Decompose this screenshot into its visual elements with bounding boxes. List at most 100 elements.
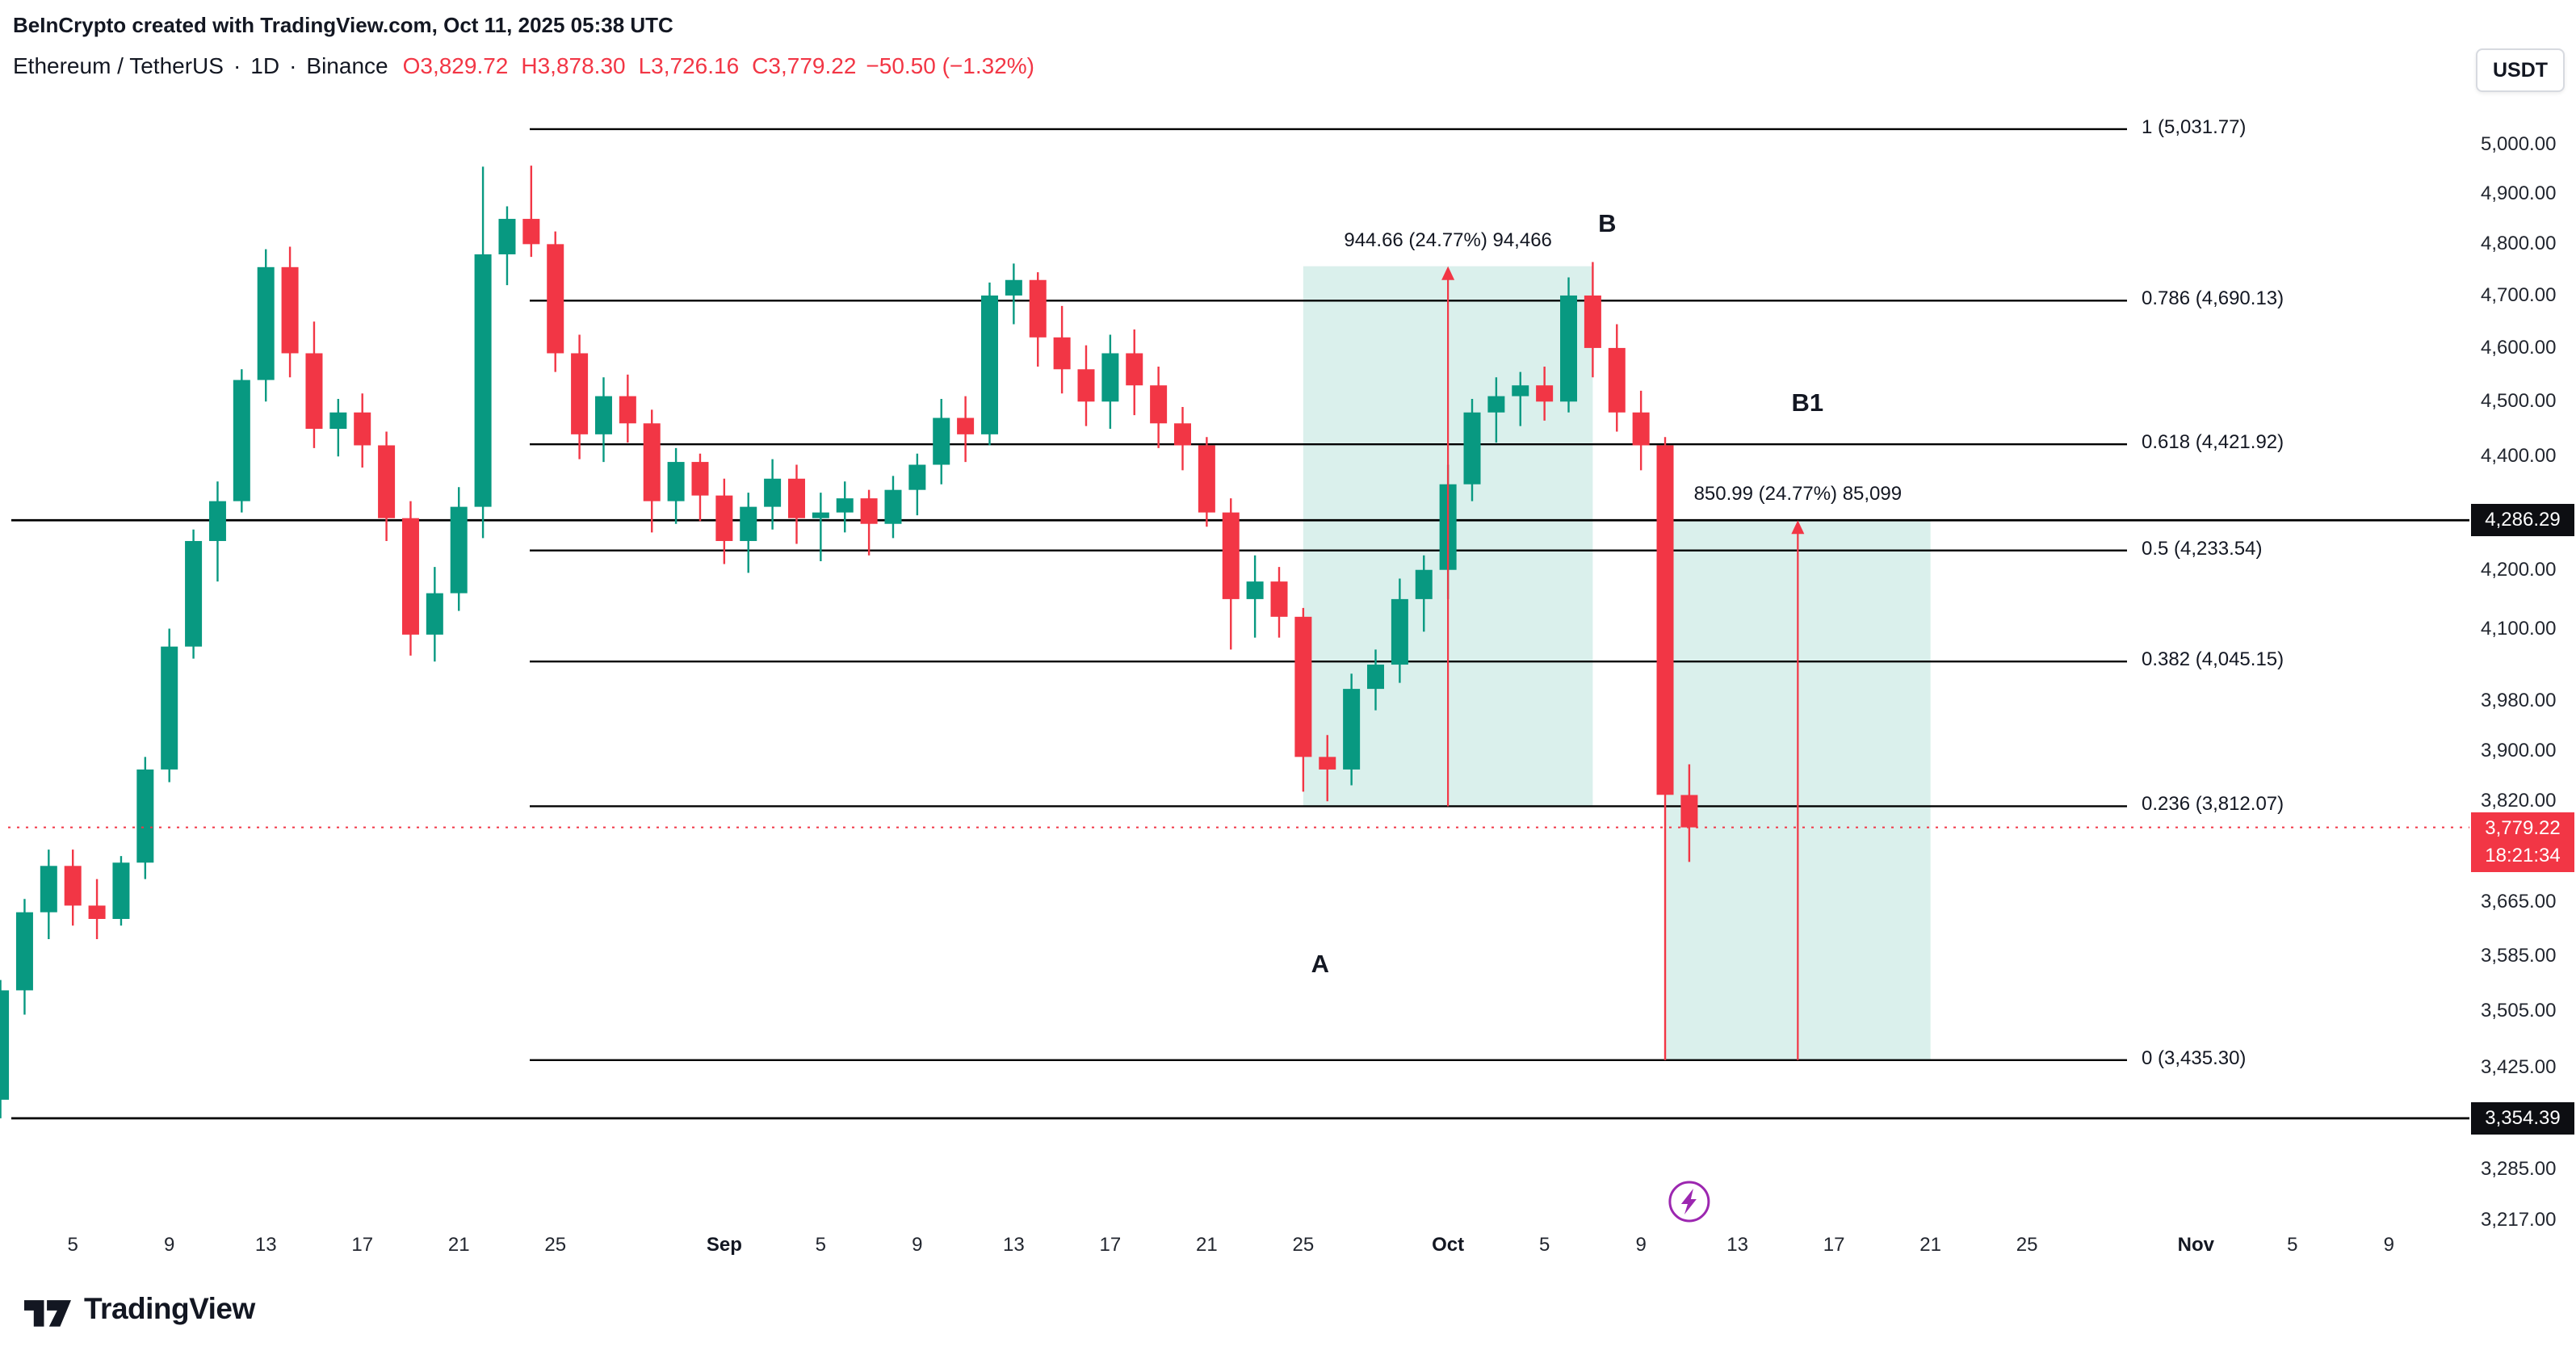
tradingview-logo[interactable]: TradingView	[24, 1290, 255, 1328]
ohlc-o: O3,829.72	[402, 53, 509, 78]
candle-body	[884, 489, 902, 524]
separator-dot: ·	[233, 53, 241, 78]
price-axis-label: 4,900.00	[2481, 182, 2557, 205]
candle-body	[547, 244, 564, 354]
time-axis-label-5: 5	[815, 1234, 827, 1256]
candle-body	[1294, 616, 1312, 757]
projection-arrowhead	[1791, 520, 1805, 535]
price-axis-label: 4,100.00	[2481, 617, 2557, 640]
ohlc-l: L3,726.16	[638, 53, 740, 78]
price-axis-label: 3,505.00	[2481, 1000, 2557, 1022]
candle-body	[1126, 353, 1143, 386]
point-label-a: A	[1311, 950, 1329, 979]
candle-body	[1173, 423, 1191, 446]
candle-body	[1319, 757, 1336, 770]
candle-body	[1101, 353, 1119, 402]
candle-body	[787, 478, 805, 518]
candle-body	[136, 769, 154, 863]
candle-body	[933, 417, 950, 465]
price-axis-label: 3,585.00	[2481, 944, 2557, 967]
fib-level-label: 0.236 (3,812.07)	[2142, 793, 2284, 816]
candle-body	[764, 478, 782, 507]
time-axis-label-oct: Oct	[1432, 1234, 1465, 1256]
candle-body	[1391, 598, 1408, 665]
candle-body	[474, 254, 492, 507]
candle-body	[498, 219, 516, 254]
time-axis-label-13: 13	[254, 1234, 277, 1256]
ohlc-c: C3,779.22	[752, 53, 857, 78]
time-axis-label-5: 5	[1538, 1234, 1550, 1256]
attribution-text: BeInCrypto created with TradingView.com,…	[13, 13, 673, 37]
candle-body	[1005, 279, 1022, 296]
price-axis-label: 5,000.00	[2481, 133, 2557, 156]
candle-body	[908, 464, 926, 490]
candle-body	[1680, 795, 1698, 828]
time-axis-label-nov: Nov	[2177, 1234, 2214, 1256]
fib-level-label: 0 (3,435.30)	[2142, 1047, 2247, 1069]
tradingview-logo-text: TradingView	[84, 1292, 255, 1325]
interval-label[interactable]: 1D	[250, 53, 280, 78]
candle-body	[1198, 445, 1215, 513]
time-axis-label-9: 9	[2383, 1234, 2394, 1256]
time-axis-label-25: 25	[1292, 1234, 1315, 1256]
candle-body	[980, 295, 998, 434]
candle-body	[1463, 412, 1481, 485]
candle-body	[1584, 295, 1601, 348]
candle-body	[450, 506, 468, 594]
separator-dot: ·	[289, 53, 297, 78]
time-axis-label-17: 17	[1823, 1234, 1845, 1256]
countdown-timer: 18:21:34	[2485, 844, 2561, 866]
price-axis-label: 4,400.00	[2481, 445, 2557, 468]
price-axis-label: 4,700.00	[2481, 283, 2557, 306]
price-axis-label: 3,820.00	[2481, 790, 2557, 812]
ohlc-values: O3,829.72 H3,878.30 L3,726.16 C3,779.22	[403, 53, 857, 79]
fib-level-label: 1 (5,031.77)	[2142, 115, 2247, 138]
symbol-header: Ethereum / TetherUS · 1D · Binance O3,82…	[13, 53, 1034, 79]
candle-body	[1246, 581, 1264, 599]
candle-body	[1536, 385, 1554, 402]
candle-body	[691, 462, 709, 496]
time-axis-label-sep: Sep	[706, 1234, 742, 1256]
point-label-b1: B1	[1791, 388, 1824, 417]
projection-arrowhead	[1441, 266, 1455, 280]
symbol-name[interactable]: Ethereum / TetherUS	[13, 53, 224, 78]
candle-body	[208, 501, 226, 541]
price-line-badge: 4,286.29	[2471, 504, 2574, 537]
time-axis-label-17: 17	[351, 1234, 374, 1256]
exchange-label[interactable]: Binance	[306, 53, 388, 78]
ohlc-h: H3,878.30	[521, 53, 626, 78]
time-axis-label-13: 13	[1003, 1234, 1025, 1256]
currency-toggle-button[interactable]: USDT	[2476, 48, 2565, 92]
candle-body	[354, 412, 371, 446]
candle-body	[643, 423, 661, 501]
candle-body	[329, 412, 347, 430]
candle-body	[112, 862, 130, 919]
projection-label: 850.99 (24.77%) 85,099	[1693, 483, 1903, 506]
price-axis-label: 3,425.00	[2481, 1055, 2557, 1078]
candle-body	[571, 353, 589, 434]
price-axis-label: 3,217.00	[2481, 1209, 2557, 1231]
candle-body	[305, 353, 323, 430]
candle-body	[88, 905, 106, 919]
candle-body	[812, 512, 829, 518]
candle-body	[233, 380, 250, 501]
candle-body	[1367, 665, 1385, 690]
projection-label: 944.66 (24.77%) 94,466	[1344, 229, 1552, 251]
candle-body	[1077, 369, 1095, 402]
candle-body	[1222, 512, 1240, 599]
time-axis-label-25: 25	[544, 1234, 567, 1256]
candle-body	[740, 506, 757, 541]
candle-body	[1150, 385, 1168, 424]
price-axis-label: 3,980.00	[2481, 690, 2557, 712]
fib-level-label: 0.786 (4,690.13)	[2142, 287, 2284, 310]
candle-body	[1029, 279, 1047, 338]
fib-level-label: 0.618 (4,421.92)	[2142, 431, 2284, 454]
candle-body	[836, 498, 854, 513]
price-axis-label: 4,800.00	[2481, 233, 2557, 255]
tradingview-logo-icon	[24, 1300, 71, 1327]
